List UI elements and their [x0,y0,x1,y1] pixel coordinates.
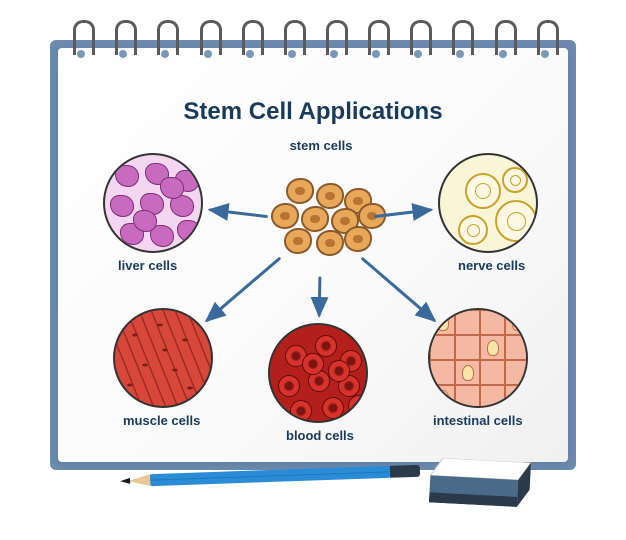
intestinal-cell-tile [480,335,505,360]
red-blood-cell [302,353,324,375]
notepad-paper: Stem Cell Applications stem cells liver … [58,48,568,462]
intestinal-cell-tile [430,385,455,408]
arrow-to-nerve [376,210,431,217]
binding-ring [280,20,304,60]
binding-ring [111,20,135,60]
intestinal-cell-tile [480,310,505,335]
binding-ring [153,20,177,60]
liver-cells-label: liver cells [118,258,177,273]
red-blood-cell [290,400,312,422]
liver-cell-blob [115,165,139,187]
binding-ring [238,20,262,60]
intestinal-cell-tile [455,335,480,360]
intestinal-cells-circle [428,308,528,408]
binding-ring [322,20,346,60]
red-blood-cell [328,360,350,382]
intestinal-cell-tile [430,335,455,360]
liver-cells-circle [103,153,203,253]
intestinal-cell-tile [480,385,505,408]
intestinal-cell-tile [505,360,528,385]
intestinal-cell-tile [505,310,528,335]
notepad: Stem Cell Applications stem cells liver … [50,20,576,470]
pencil-lead-tip [120,478,130,484]
red-blood-cell [348,395,368,417]
liver-cell-blob [160,177,184,199]
muscle-cells-circle [113,308,213,408]
spiral-binding [60,20,566,60]
intestinal-cell-tile [430,360,455,385]
intestinal-cell-tile [505,385,528,408]
eraser-block [429,457,531,507]
nerve-cell-ring [465,173,501,209]
red-blood-cell [278,375,300,397]
binding-ring [364,20,388,60]
liver-cell-blob [133,210,157,232]
arrow-to-liver [211,210,267,217]
binding-ring [196,20,220,60]
nerve-cells-label: nerve cells [458,258,525,273]
intestinal-cell-tile [480,360,505,385]
intestinal-cell-tile [430,310,455,335]
blood-cells-label: blood cells [286,428,354,443]
red-blood-cell [322,397,344,419]
binding-ring [533,20,557,60]
eraser [429,457,531,507]
nerve-cell-ring [502,167,528,193]
blood-cells-circle [268,323,368,423]
nerve-cell-ring [495,200,537,242]
muscle-pattern [115,310,213,408]
intestinal-cell-tile [455,360,480,385]
binding-ring [491,20,515,60]
liver-cell-blob [110,195,134,217]
pencil-wood-tip [128,474,150,487]
pencil-ferrule [390,465,420,478]
arrow-to-intestinal [363,259,434,320]
intestinal-cell-tile [505,335,528,360]
nerve-cells-circle [438,153,538,253]
binding-ring [69,20,93,60]
muscle-cells-label: muscle cells [123,413,200,428]
liver-cell-blob [177,220,201,242]
arrow-to-blood [319,278,320,315]
intestinal-cell-tile [455,385,480,408]
arrow-to-muscle [207,259,279,321]
intestinal-cell-tile [455,310,480,335]
binding-ring [448,20,472,60]
intestinal-cells-label: intestinal cells [433,413,523,428]
nerve-cell-ring [458,215,488,245]
binding-ring [406,20,430,60]
